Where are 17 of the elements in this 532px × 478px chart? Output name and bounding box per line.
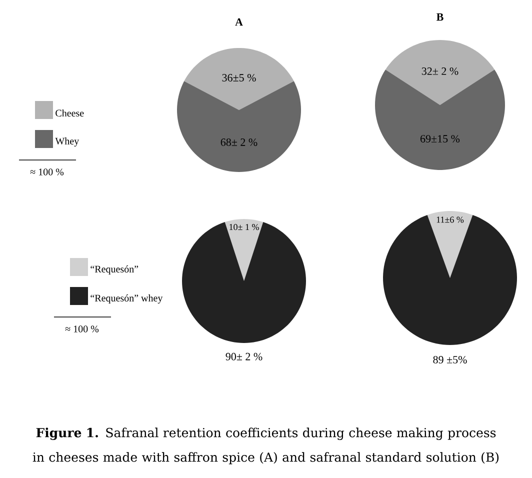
data-label: 89 ±5% (433, 356, 467, 364)
legend-label: “Requesón” whey (90, 294, 163, 304)
legend-label: Cheese (56, 109, 84, 117)
text: Figure 1. Safranal retention coefficients during cheese making process in cheeses made with saffron spice (A) and safranal standard solution (B) (32, 428, 499, 464)
text: ≈ 100 % (30, 168, 64, 176)
text: ≈ 100 % (65, 326, 99, 332)
data-label: 69±15 % (420, 135, 460, 143)
legend-label: “Requesón” (90, 265, 138, 275)
data-label: 36±5 % (222, 74, 256, 82)
data-label: 68± 2 % (220, 138, 258, 146)
data-label: 32± 2 % (422, 67, 458, 75)
chart-title: A (235, 18, 243, 26)
data-label: 10± 1 % (230, 224, 259, 230)
data-label: 90± 2 % (226, 352, 262, 360)
chart-title: B (436, 13, 444, 21)
legend-label: Whey (55, 137, 80, 147)
data-label: 11±6 % (436, 216, 464, 223)
